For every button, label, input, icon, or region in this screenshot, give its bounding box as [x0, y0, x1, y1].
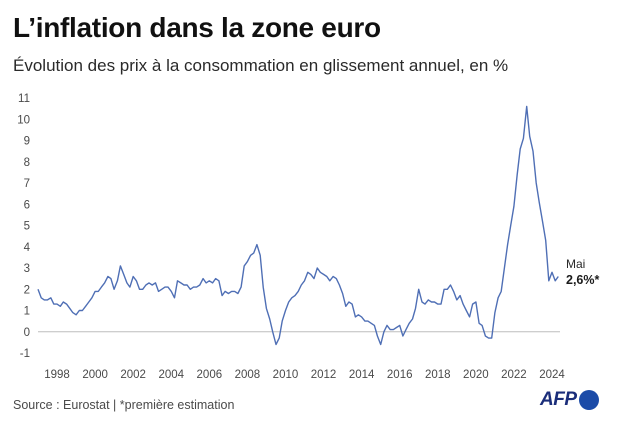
y-tick-label: 2 — [24, 284, 30, 296]
y-tick-label: 1 — [24, 306, 30, 318]
chart-subtitle: Évolution des prix à la consommation en … — [13, 56, 509, 75]
afp-logo-text: AFP — [540, 389, 577, 410]
x-tick-label: 2016 — [387, 369, 413, 381]
x-tick-label: 2024 — [539, 369, 565, 381]
y-tick-label: 11 — [18, 93, 30, 105]
x-tick-label: 2002 — [120, 369, 146, 381]
x-tick-label: 2010 — [273, 369, 299, 381]
x-tick-label: 1998 — [44, 369, 70, 381]
x-tick-label: 2006 — [197, 369, 223, 381]
x-tick-label: 2014 — [349, 369, 375, 381]
y-tick-label: 10 — [17, 114, 30, 126]
x-tick-label: 2012 — [311, 369, 337, 381]
y-tick-label: 4 — [24, 242, 31, 254]
afp-logo-dot-icon — [578, 390, 599, 410]
annotations: Mai 2,6%* — [566, 257, 599, 287]
x-tick-label: 2008 — [235, 369, 261, 381]
x-axis: 1998 2000 2002 2004 2006 2008 2010 2012 2014 2016… — [44, 369, 565, 381]
annotation-value-label: 2,6%* — [566, 273, 599, 287]
plot-area — [37, 105, 560, 346]
x-tick-label: 2000 — [82, 369, 108, 381]
afp-logo: AFP — [540, 389, 599, 411]
inflation-series-line — [37, 105, 559, 346]
y-tick-label: 9 — [24, 136, 30, 148]
y-tick-label: 8 — [24, 157, 30, 169]
chart-title: L’inflation dans la zone euro — [13, 12, 381, 43]
y-tick-label: 3 — [24, 263, 30, 275]
y-tick-label: 0 — [24, 327, 30, 339]
y-tick-label: 5 — [24, 221, 30, 233]
y-tick-label: 6 — [24, 199, 30, 211]
annotation-month-label: Mai — [566, 257, 585, 271]
source-note: Source : Eurostat | *première estimation — [13, 398, 235, 412]
y-tick-label: 7 — [24, 178, 30, 190]
x-tick-label: 2020 — [463, 369, 489, 381]
x-tick-label: 2022 — [501, 369, 527, 381]
x-tick-label: 2004 — [158, 369, 184, 381]
x-tick-label: 2018 — [425, 369, 451, 381]
y-tick-label: -1 — [20, 348, 30, 360]
y-axis: -1 0 1 2 3 4 5 6 7 8 9 10 11 — [17, 93, 30, 360]
